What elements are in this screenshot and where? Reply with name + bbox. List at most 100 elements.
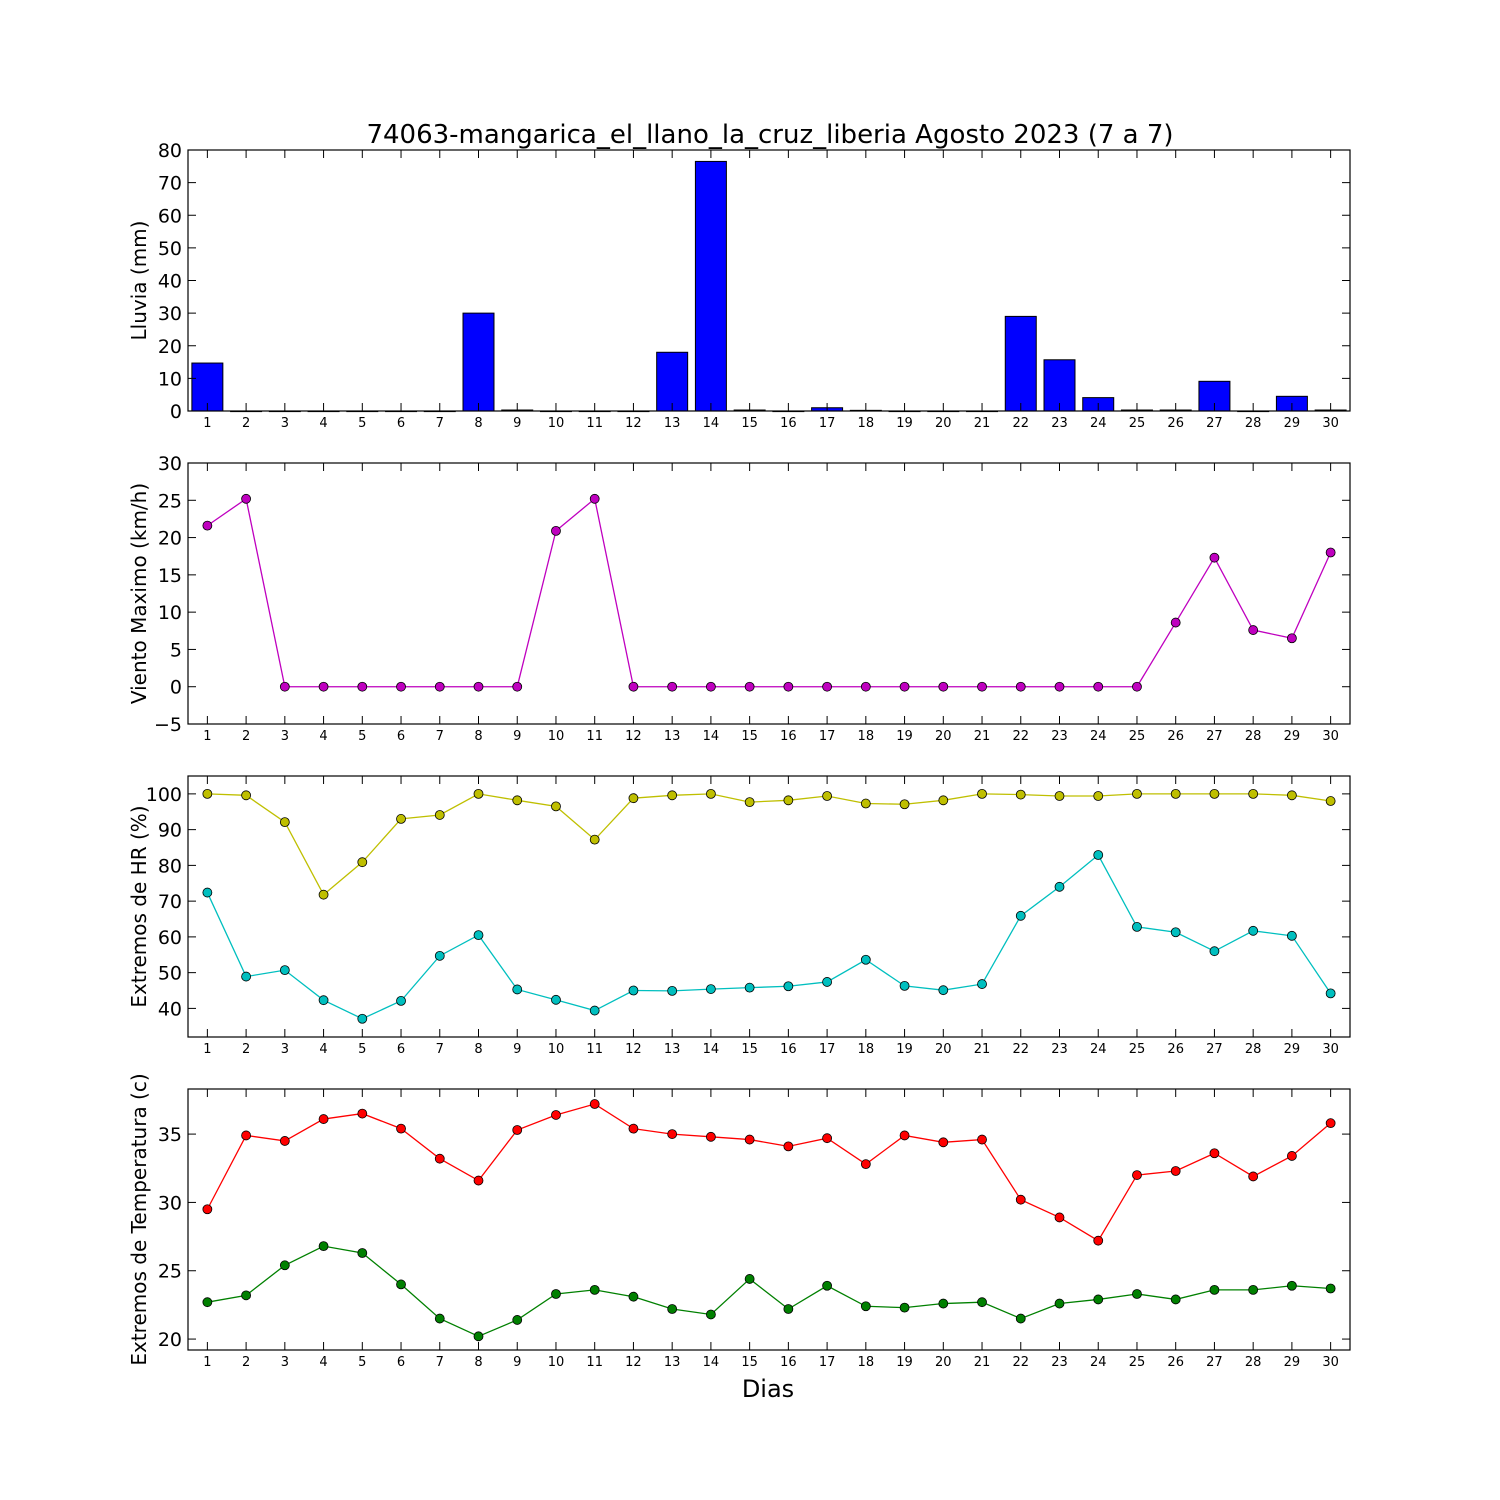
- x-tick-label: 25: [1129, 729, 1146, 744]
- data-point-s1-day-9: [512, 984, 523, 995]
- x-tick-label: 18: [858, 1042, 875, 1057]
- x-tick-label: 9: [513, 729, 521, 744]
- data-point-s0-day-16: [783, 681, 794, 692]
- x-tick-label: 25: [1129, 416, 1146, 431]
- x-tick-label: 14: [703, 416, 720, 431]
- data-point-s0-day-3: [279, 1136, 290, 1146]
- data-point-s0-day-28: [1248, 788, 1259, 799]
- data-point-s1-day-17: [822, 1280, 832, 1291]
- y-tick-label: 30: [158, 453, 182, 475]
- x-tick-label: 18: [858, 1355, 875, 1370]
- y-tick-label: 80: [158, 140, 182, 162]
- x-tick-label: 20: [935, 1355, 952, 1370]
- data-point-s1-day-3: [279, 965, 290, 976]
- data-point-s0-day-17: [822, 791, 832, 801]
- x-tick-label: 29: [1284, 1355, 1301, 1370]
- rain-bar-day-23: [1043, 359, 1076, 412]
- data-point-s0-day-20: [938, 681, 949, 692]
- x-tick-label: 9: [513, 1042, 521, 1057]
- data-point-s0-day-6: [396, 814, 406, 824]
- data-point-s0-day-9: [512, 681, 523, 692]
- x-tick-label: 24: [1090, 1042, 1107, 1057]
- data-point-s0-day-2: [241, 1130, 252, 1141]
- y-tick-label: 15: [158, 565, 182, 587]
- data-point-s1-day-18: [860, 954, 871, 965]
- data-point-s0-day-10: [551, 801, 561, 812]
- data-point-s0-day-12: [628, 793, 639, 804]
- x-tick-label: 30: [1322, 1042, 1339, 1057]
- x-tick-label: 15: [741, 729, 758, 744]
- x-tick-label: 27: [1206, 1355, 1223, 1370]
- data-point-s0-day-28: [1248, 1171, 1259, 1182]
- data-point-s0-day-5: [357, 857, 368, 868]
- data-point-s1-day-22: [1015, 1313, 1026, 1324]
- x-tick-label: 24: [1090, 1355, 1107, 1370]
- x-tick-label: 18: [858, 729, 875, 744]
- x-tick-label: 23: [1051, 416, 1068, 431]
- data-point-s1-day-25: [1132, 1289, 1142, 1299]
- data-point-s1-day-27: [1209, 1284, 1220, 1295]
- x-tick-label: 6: [397, 416, 405, 431]
- data-point-s1-day-11: [589, 1284, 600, 1295]
- data-point-s0-day-4: [318, 889, 329, 900]
- y-tick-label: 50: [158, 963, 182, 985]
- data-point-s0-day-11: [589, 1099, 600, 1109]
- data-point-s1-day-29: [1287, 930, 1297, 941]
- data-point-s0-day-23: [1054, 681, 1065, 692]
- plot-frame: [187, 462, 1351, 725]
- series-line-0: [206, 1103, 1332, 1242]
- data-point-s0-day-11: [589, 834, 600, 845]
- data-point-s1-day-12: [628, 985, 639, 996]
- data-point-s0-day-21: [977, 681, 987, 692]
- x-tick-label: 12: [625, 416, 642, 431]
- data-point-s1-day-14: [706, 1309, 716, 1320]
- data-point-s1-day-1: [202, 887, 213, 898]
- data-point-s1-day-6: [396, 1279, 406, 1290]
- x-tick-label: 16: [780, 729, 797, 744]
- x-tick-label: 14: [703, 1042, 720, 1057]
- data-point-s0-day-14: [706, 788, 716, 799]
- data-point-s1-day-2: [241, 1290, 252, 1301]
- y-tick-label: 0: [170, 401, 182, 423]
- x-tick-label: 24: [1090, 416, 1107, 431]
- x-tick-label: 2: [242, 416, 250, 431]
- data-point-s1-day-4: [318, 995, 329, 1006]
- data-point-s1-day-15: [744, 982, 755, 993]
- y-tick-label: 5: [170, 639, 182, 661]
- rain-bar-day-22: [1004, 315, 1037, 412]
- data-point-s1-day-6: [396, 995, 406, 1006]
- data-point-s0-day-23: [1054, 1212, 1065, 1223]
- x-tick-label: 13: [664, 1042, 681, 1057]
- data-point-s0-day-14: [706, 681, 716, 692]
- y-tick-label: 40: [158, 998, 182, 1020]
- data-point-s0-day-8: [473, 681, 484, 692]
- x-tick-label: 6: [397, 1355, 405, 1370]
- data-point-s0-day-12: [628, 1123, 639, 1134]
- data-point-s0-day-16: [783, 795, 794, 806]
- y-tick-label: 0: [170, 677, 182, 699]
- rain-bar-day-14: [694, 160, 727, 412]
- x-tick-label: 3: [281, 729, 289, 744]
- data-point-s1-day-10: [551, 1289, 561, 1299]
- y-tick-label: 70: [158, 891, 182, 913]
- x-tick-label: 1: [203, 729, 211, 744]
- data-point-s1-day-26: [1170, 927, 1181, 938]
- data-point-s0-day-1: [202, 1204, 213, 1215]
- x-tick-label: 2: [242, 729, 250, 744]
- x-tick-label: 24: [1090, 729, 1107, 744]
- x-tick-label: 3: [281, 416, 289, 431]
- data-point-s0-day-5: [357, 1108, 368, 1119]
- data-point-s0-day-27: [1209, 1148, 1220, 1159]
- data-point-s1-day-30: [1325, 988, 1336, 999]
- x-tick-label: 23: [1051, 1355, 1068, 1370]
- x-tick-label: 19: [896, 1042, 913, 1057]
- data-point-s0-day-29: [1287, 1151, 1297, 1161]
- data-point-s1-day-2: [241, 971, 252, 982]
- data-point-s0-day-9: [512, 795, 523, 806]
- x-tick-label: 12: [625, 1355, 642, 1370]
- x-tick-label: 13: [664, 416, 681, 431]
- data-point-s1-day-17: [822, 977, 832, 987]
- x-tick-label: 23: [1051, 1042, 1068, 1057]
- data-point-s0-day-10: [551, 1110, 561, 1120]
